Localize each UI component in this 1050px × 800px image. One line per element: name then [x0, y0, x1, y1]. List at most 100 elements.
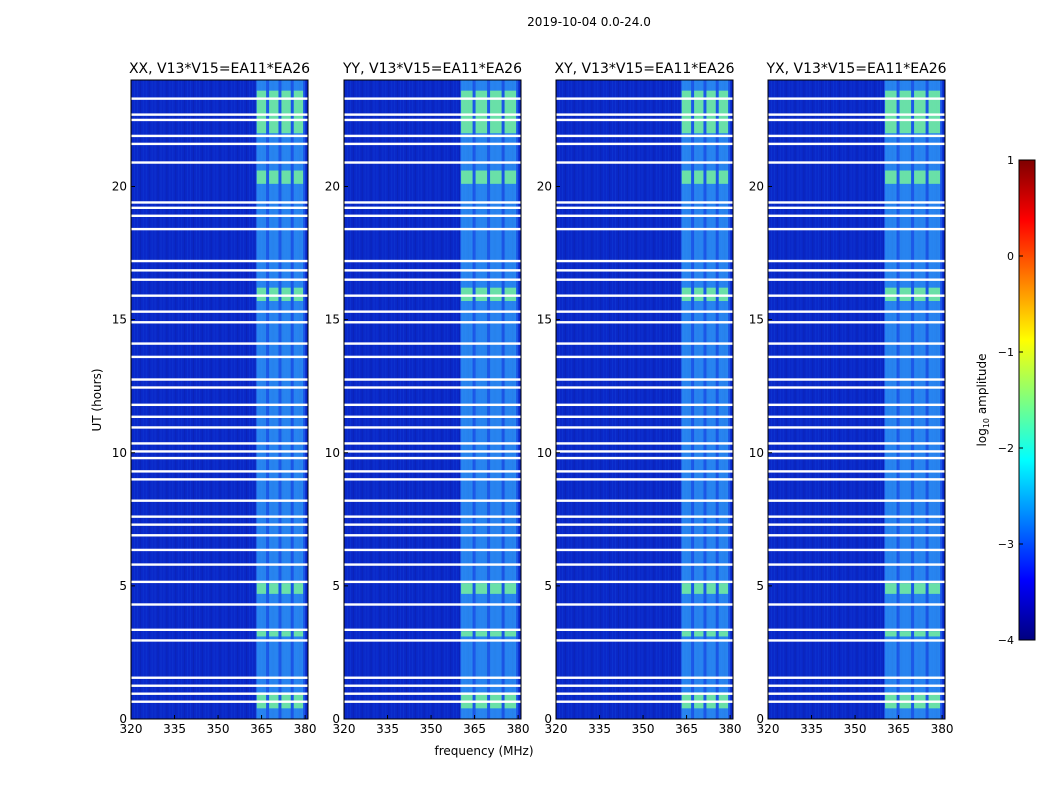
noise-streak	[656, 80, 658, 719]
panel-title: YY, V13*V15=EA11*EA26	[342, 61, 522, 77]
flagged-row	[556, 700, 733, 703]
rfi-burst	[706, 90, 716, 134]
rfi-burst	[885, 90, 897, 134]
flagged-row	[131, 227, 308, 231]
rfi-burst	[681, 287, 692, 301]
rfi-burst	[490, 287, 502, 301]
rfi-band	[680, 80, 731, 719]
colorbar-tick-label: −1	[998, 346, 1014, 359]
x-tick-label: 335	[163, 722, 186, 736]
rfi-subband-column	[504, 80, 517, 719]
rfi-burst	[885, 287, 897, 301]
colorbar-label: log10 amplitude	[975, 354, 991, 447]
flagged-row	[344, 321, 521, 324]
rfi-burst	[885, 583, 897, 594]
rfi-burst	[681, 631, 692, 637]
noise-streak	[650, 80, 652, 719]
noise-streak	[847, 80, 849, 719]
flagged-row	[131, 450, 308, 453]
x-tick-label: 320	[757, 722, 780, 736]
flagged-row	[768, 321, 945, 324]
rfi-burst	[490, 631, 502, 637]
panel-2: YY, V13*V15=EA11*EA26 320 335 350 365 380 0 5 10…	[325, 61, 530, 736]
noise-streak	[853, 80, 855, 719]
noise-streak	[668, 80, 670, 719]
noise-streak	[397, 80, 399, 719]
rfi-subband-column	[694, 80, 704, 719]
y-tick-label: 20	[325, 180, 340, 194]
flagged-row	[131, 456, 308, 460]
flagged-row	[556, 515, 733, 518]
panels: XX, V13*V15=EA11*EA26 320 335 350 365 380 0 5 10…	[112, 61, 954, 736]
rfi-burst	[475, 287, 488, 301]
flagged-row	[344, 227, 521, 231]
noise-streak	[163, 80, 165, 719]
x-tick-label: 365	[250, 722, 273, 736]
flagged-row	[131, 403, 308, 407]
noise-streak	[432, 80, 434, 719]
noise-streak	[776, 80, 778, 719]
flagged-row	[768, 442, 945, 445]
noise-streak	[388, 80, 390, 719]
flagged-row	[768, 515, 945, 518]
flagged-row	[131, 259, 308, 263]
rfi-burst	[694, 170, 704, 184]
noise-streak	[862, 80, 864, 719]
flagged-row	[344, 97, 521, 100]
flagged-row	[768, 603, 945, 606]
x-tick-label: 380	[931, 722, 954, 736]
noise-streak	[172, 80, 174, 719]
noise-streak	[228, 80, 230, 719]
flagged-row	[556, 442, 733, 445]
noise-streak	[788, 80, 790, 719]
noise-streak	[877, 80, 879, 719]
y-tick-label: 20	[112, 180, 127, 194]
flagged-row	[344, 134, 521, 138]
rfi-burst	[914, 583, 926, 594]
rfi-burst	[928, 631, 941, 637]
noise-streak	[647, 80, 649, 719]
noise-streak	[166, 80, 168, 719]
x-tick-label: 380	[507, 722, 530, 736]
rfi-burst	[269, 90, 279, 134]
panel-frame	[555, 79, 734, 720]
rfi-burst	[475, 692, 488, 709]
noise-streak	[582, 80, 584, 719]
noise-streak	[800, 80, 802, 719]
noise-streak	[216, 80, 218, 719]
rfi-burst	[928, 90, 941, 134]
noise-streak	[859, 80, 861, 719]
rfi-burst	[914, 170, 926, 184]
rfi-subband-column	[706, 80, 716, 719]
flagged-row	[344, 603, 521, 606]
rfi-burst	[504, 692, 517, 709]
noise-streak	[370, 80, 372, 719]
rfi-burst	[475, 631, 488, 637]
noise-streak	[579, 80, 581, 719]
flagged-row	[344, 684, 521, 687]
noise-streak	[626, 80, 628, 719]
noise-streak	[806, 80, 808, 719]
rfi-burst	[281, 287, 291, 301]
flagged-row	[768, 342, 945, 345]
flagged-row	[556, 310, 733, 313]
y-tick-label: 20	[537, 180, 552, 194]
rfi-burst	[694, 287, 704, 301]
noise-streak	[382, 80, 384, 719]
rfi-burst	[293, 170, 304, 184]
rfi-burst	[899, 631, 912, 637]
flagged-row	[344, 386, 521, 389]
noise-streak	[809, 80, 811, 719]
rfi-burst	[718, 90, 729, 134]
y-tick-label: 5	[119, 579, 127, 593]
panel-3: XY, V13*V15=EA11*EA26 320 335 350 365 380 0 5 10…	[537, 61, 742, 736]
flagged-row	[344, 470, 521, 473]
x-tick-label: 365	[675, 722, 698, 736]
noise-streak	[444, 80, 446, 719]
rfi-burst	[694, 583, 704, 594]
noise-streak	[791, 80, 793, 719]
flagged-row	[131, 321, 308, 324]
noise-streak	[175, 80, 177, 719]
flagged-row	[344, 206, 521, 209]
noise-streak	[603, 80, 605, 719]
